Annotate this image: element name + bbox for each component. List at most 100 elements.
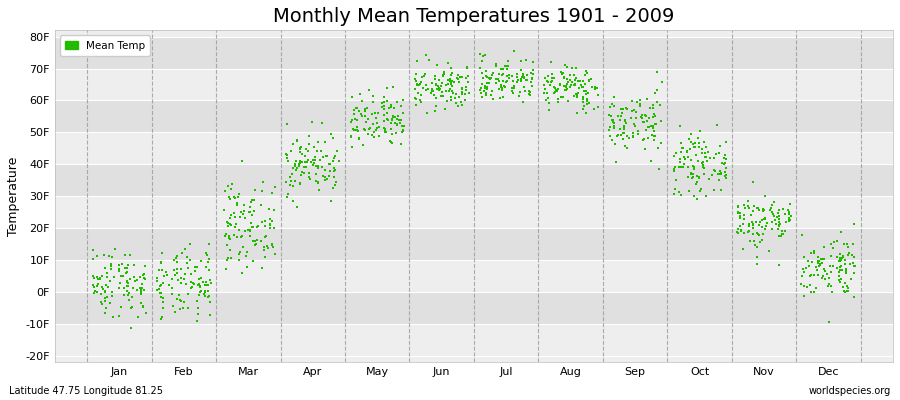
Point <box>294 169 309 175</box>
Point <box>847 263 861 270</box>
Point <box>221 233 236 240</box>
Point <box>837 241 851 248</box>
Point <box>750 254 764 260</box>
Point <box>734 227 748 233</box>
Point <box>446 79 461 85</box>
Point <box>525 76 539 82</box>
Point <box>626 121 641 128</box>
Point <box>572 85 587 91</box>
Point <box>265 218 279 224</box>
Point <box>676 164 690 170</box>
Point <box>733 223 747 229</box>
Point <box>536 82 551 89</box>
Point <box>248 187 262 193</box>
Point <box>299 146 313 152</box>
Point <box>345 116 359 123</box>
Point <box>710 122 724 128</box>
Point <box>169 253 184 260</box>
Point <box>501 63 516 69</box>
Point <box>395 127 410 134</box>
Point <box>634 111 649 118</box>
Point <box>584 84 598 90</box>
Point <box>673 149 688 155</box>
Point <box>358 119 373 126</box>
Point <box>719 165 733 171</box>
Point <box>136 302 150 309</box>
Point <box>772 221 787 228</box>
Point <box>99 293 113 300</box>
Point <box>689 181 704 187</box>
Point <box>516 70 530 77</box>
Point <box>773 232 788 239</box>
Point <box>222 246 237 253</box>
Point <box>444 80 458 86</box>
Point <box>87 283 102 290</box>
Point <box>617 118 632 125</box>
Point <box>553 81 567 87</box>
Point <box>497 83 511 89</box>
Point <box>537 74 552 81</box>
Point <box>737 205 751 212</box>
Point <box>257 244 272 250</box>
Point <box>280 194 294 201</box>
Point <box>263 215 277 222</box>
Point <box>735 221 750 227</box>
Point <box>826 263 841 269</box>
Point <box>575 84 590 90</box>
Point <box>731 203 745 210</box>
Point <box>228 214 242 220</box>
Point <box>771 216 786 222</box>
Point <box>524 70 538 76</box>
Point <box>392 117 406 123</box>
Point <box>133 288 148 295</box>
Point <box>563 84 578 90</box>
Point <box>388 120 402 126</box>
Point <box>836 253 850 260</box>
Point <box>230 200 244 206</box>
Point <box>752 221 766 228</box>
Point <box>546 90 561 96</box>
Point <box>391 113 405 120</box>
Point <box>134 286 148 292</box>
Point <box>112 266 127 272</box>
Point <box>626 134 640 140</box>
Point <box>397 123 411 129</box>
Point <box>426 88 440 94</box>
Point <box>602 126 616 133</box>
Point <box>230 220 244 227</box>
Point <box>439 88 454 94</box>
Point <box>217 207 231 213</box>
Point <box>647 132 662 139</box>
Point <box>475 52 490 59</box>
Point <box>672 189 687 196</box>
Point <box>152 267 166 273</box>
Point <box>410 90 425 96</box>
Point <box>833 264 848 270</box>
Point <box>452 78 466 85</box>
Point <box>839 270 853 276</box>
Point <box>541 78 555 85</box>
Point <box>631 127 645 134</box>
Point <box>347 116 362 122</box>
Point <box>279 151 293 158</box>
Point <box>485 88 500 94</box>
Point <box>248 238 263 244</box>
Point <box>637 119 652 126</box>
Point <box>736 230 751 236</box>
Point <box>733 213 747 219</box>
Point <box>394 102 409 109</box>
Point <box>326 158 340 165</box>
Point <box>133 285 148 291</box>
Point <box>191 305 205 311</box>
Point <box>778 211 792 218</box>
Point <box>122 276 137 282</box>
Point <box>756 230 770 237</box>
Point <box>310 163 325 170</box>
Text: Latitude 47.75 Longitude 81.25: Latitude 47.75 Longitude 81.25 <box>9 386 163 396</box>
Point <box>112 268 126 274</box>
Point <box>556 94 571 100</box>
Point <box>646 101 661 108</box>
Point <box>302 148 316 155</box>
Point <box>686 174 700 180</box>
Point <box>202 255 216 262</box>
